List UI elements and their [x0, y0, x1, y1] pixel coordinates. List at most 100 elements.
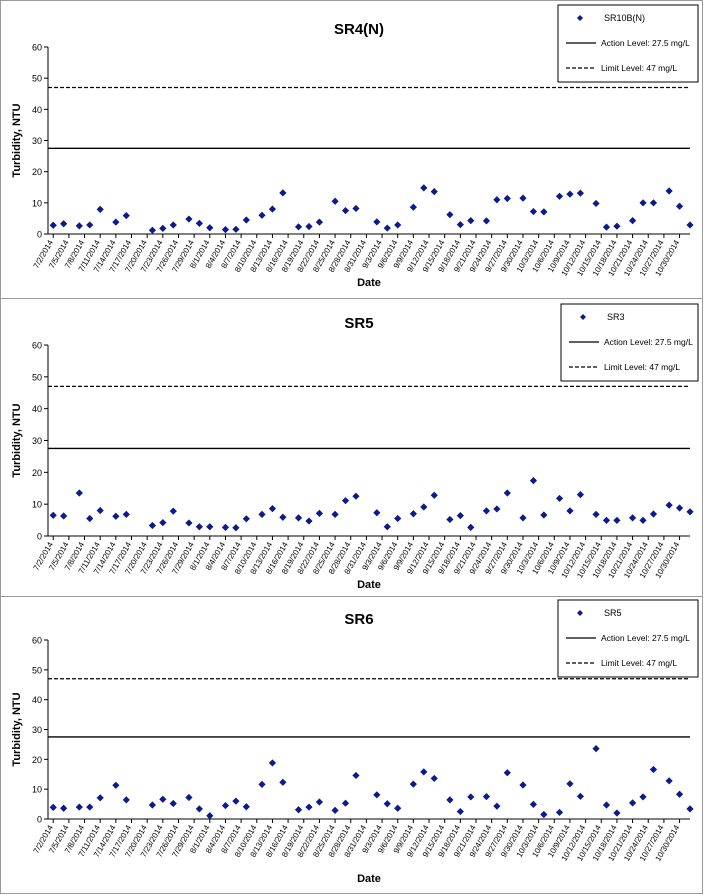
- data-point: [96, 205, 104, 213]
- data-point: [566, 190, 574, 198]
- data-point: [206, 224, 214, 232]
- legend-marker-series: [577, 610, 583, 616]
- data-point: [195, 523, 203, 531]
- data-point: [49, 803, 57, 811]
- y-tick-label: 60: [32, 636, 42, 646]
- data-point: [456, 807, 464, 816]
- data-point: [206, 812, 214, 820]
- data-point: [341, 799, 350, 807]
- data-point: [221, 226, 230, 234]
- legend-label-action: Action Level: 27.5 mg/L: [601, 38, 690, 48]
- data-point: [675, 202, 684, 210]
- y-tick-label: 20: [32, 468, 42, 478]
- x-axis-label: Date: [357, 579, 381, 591]
- data-point: [519, 194, 527, 202]
- y-tick-label: 20: [32, 755, 42, 765]
- legend-marker-series: [577, 15, 583, 21]
- chart-title: SR5: [344, 315, 373, 332]
- data-point: [169, 221, 177, 229]
- y-tick-label: 50: [32, 372, 42, 382]
- y-tick-label: 40: [32, 404, 42, 414]
- y-tick-label: 0: [37, 532, 42, 542]
- data-point: [686, 221, 694, 229]
- data-point: [446, 211, 454, 219]
- data-point: [49, 221, 57, 229]
- data-point: [420, 503, 428, 511]
- data-point: [49, 511, 57, 519]
- legend-label-series: SR3: [607, 312, 625, 322]
- data-point: [294, 806, 303, 814]
- data-point: [206, 523, 214, 531]
- data-point: [456, 221, 464, 229]
- data-point: [331, 510, 339, 518]
- data-point: [294, 514, 303, 522]
- y-tick-label: 0: [37, 815, 42, 825]
- y-tick-label: 30: [32, 725, 42, 735]
- data-point: [185, 519, 193, 527]
- y-tick-label: 20: [32, 167, 42, 177]
- legend-label-action: Action Level: 27.5 mg/L: [604, 337, 693, 347]
- data-point: [602, 801, 611, 809]
- data-point: [613, 516, 621, 525]
- data-point: [383, 523, 391, 531]
- legend-marker-series: [580, 314, 586, 320]
- data-point: [232, 797, 240, 805]
- data-point: [602, 516, 611, 525]
- data-point: [60, 220, 68, 228]
- data-point: [315, 218, 324, 226]
- data-point: [665, 501, 673, 509]
- data-point: [430, 774, 438, 783]
- data-point: [639, 199, 647, 207]
- data-point: [86, 803, 94, 811]
- data-point: [649, 199, 658, 207]
- y-tick-label: 60: [32, 43, 42, 53]
- data-point: [430, 491, 438, 499]
- legend-label-series: SR10B(N): [604, 13, 645, 23]
- data-point: [315, 509, 324, 517]
- data-point: [467, 523, 475, 532]
- data-point: [529, 800, 538, 808]
- data-point: [315, 798, 324, 806]
- data-point: [341, 207, 350, 215]
- data-point: [112, 781, 120, 789]
- y-tick-label: 30: [32, 136, 42, 146]
- data-point: [268, 505, 277, 513]
- data-point: [420, 184, 428, 192]
- y-tick-label: 60: [32, 341, 42, 351]
- chart-panel-sr4n: SR4(N) Turbidity, NTU 0 10 20 30 40 50 60 7/2/201…: [0, 0, 703, 299]
- data-point: [148, 521, 156, 530]
- y-axis-label: Turbidity, NTU: [11, 692, 23, 766]
- data-point: [75, 803, 83, 811]
- y-tick-label: 40: [32, 105, 42, 115]
- y-tick-label: 10: [32, 198, 42, 208]
- x-axis-label: Date: [357, 277, 381, 289]
- data-point: [122, 796, 130, 804]
- data-point: [383, 224, 391, 232]
- data-point: [242, 216, 250, 224]
- data-point: [331, 197, 339, 205]
- data-point: [576, 792, 584, 800]
- data-point: [258, 510, 266, 518]
- data-point: [305, 803, 313, 811]
- x-axis-label: Date: [357, 873, 381, 885]
- data-point: [519, 514, 527, 522]
- data-point: [446, 515, 454, 524]
- data-point: [268, 205, 277, 213]
- data-point: [75, 222, 83, 230]
- data-point: [613, 222, 621, 230]
- data-point: [675, 790, 684, 798]
- data-point: [409, 203, 417, 211]
- legend-label-action: Action Level: 27.5 mg/L: [601, 633, 690, 643]
- data-point: [493, 196, 501, 204]
- chart-panel-sr5: SR5 Turbidity, NTU 0 10 20 30 40 50 60 7/2/2014 7/…: [0, 298, 703, 597]
- data-point: [503, 489, 511, 497]
- data-point: [592, 199, 600, 208]
- data-point: [409, 780, 417, 788]
- data-point: [60, 804, 68, 812]
- data-point: [169, 799, 177, 808]
- y-tick-label: 30: [32, 436, 42, 446]
- data-point: [352, 492, 360, 500]
